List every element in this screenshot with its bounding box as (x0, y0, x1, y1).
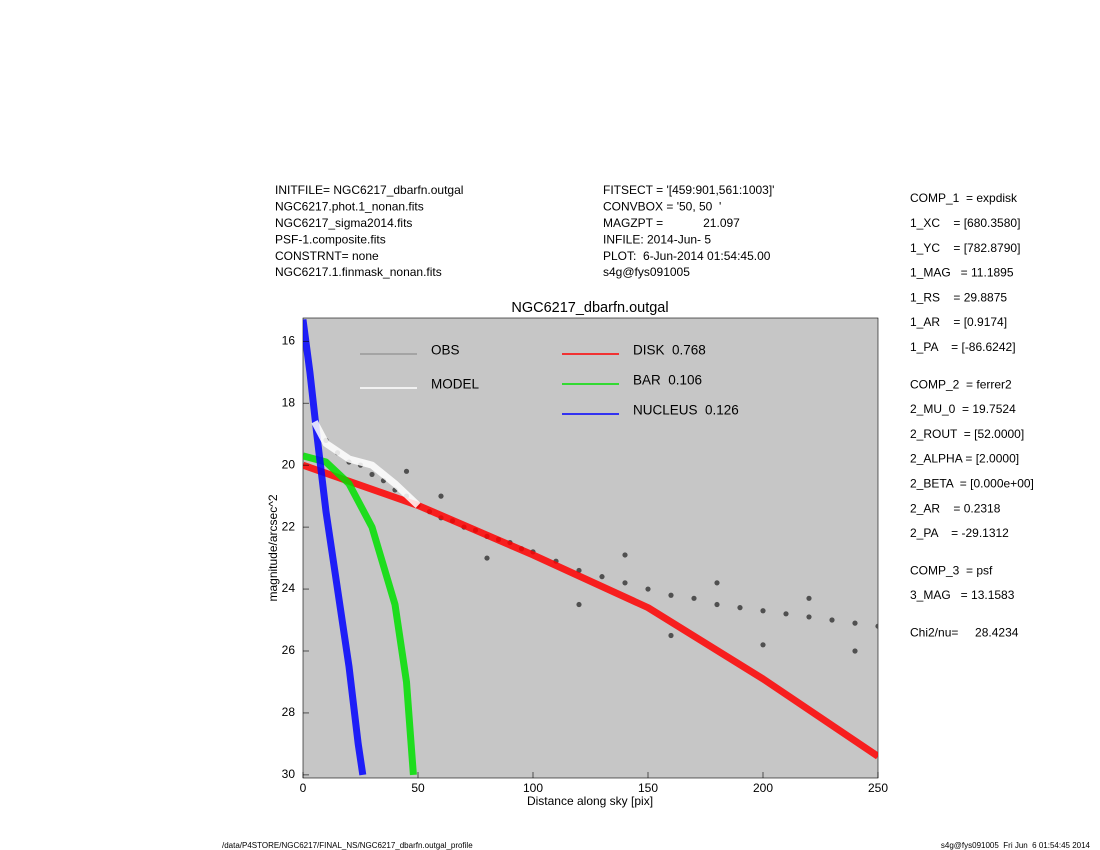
obs-point (783, 611, 789, 617)
parameter-line: 3_MAG = 13.1583 (910, 588, 1015, 602)
legend-label: MODEL (431, 377, 480, 392)
parameter-line: Chi2/nu= 28.4234 (910, 625, 1019, 639)
obs-point (875, 623, 878, 629)
obs-point (599, 574, 605, 580)
legend-label: BAR 0.106 (633, 373, 702, 388)
x-tick-label: 50 (411, 781, 425, 795)
x-tick-label: 250 (868, 781, 888, 795)
plot-marks (303, 319, 878, 776)
header-line: CONVBOX = '50, 50 ' (603, 200, 721, 214)
obs-point (403, 468, 410, 474)
model-band (303, 319, 367, 776)
parameter-line: 1_PA = [-86.6242] (910, 340, 1016, 354)
parameter-line: COMP_3 = psf (910, 563, 993, 577)
header-line: CONSTRNT= none (275, 249, 379, 263)
y-tick-label: 18 (282, 395, 296, 409)
footer-path: /data/P4STORE/NGC6217/FINAL_NS/NGC6217_d… (222, 841, 473, 850)
parameter-line: 2_BETA = [0.000e+00] (910, 476, 1034, 490)
obs-point (714, 601, 720, 608)
parameter-line: 2_AR = 0.2318 (910, 501, 1001, 515)
obs-point (806, 595, 812, 601)
y-tick-label: 24 (282, 581, 296, 595)
y-tick-label: 16 (282, 333, 296, 347)
legend-label: DISK 0.768 (633, 343, 706, 358)
model-band (303, 461, 878, 760)
x-axis-label: Distance along sky [pix] (527, 794, 653, 808)
header-line: PLOT: 6-Jun-2014 01:54:45.00 (603, 249, 771, 263)
header-line: NGC6217.phot.1_nonan.fits (275, 200, 424, 214)
parameter-line: 1_RS = 29.8875 (910, 290, 1007, 304)
y-tick-label: 26 (282, 643, 296, 657)
obs-point (622, 552, 628, 558)
legend-label: NUCLEUS 0.126 (633, 403, 739, 418)
obs-point (369, 471, 375, 478)
x-tick-label: 100 (523, 781, 543, 795)
obs-point (622, 580, 628, 586)
obs-point (760, 608, 766, 614)
model-band (311, 420, 421, 508)
x-tick-label: 200 (753, 781, 773, 795)
header-line: MAGZPT = 21.097 (603, 216, 740, 230)
header-line: INITFILE= NGC6217_dbarfn.outgal (275, 183, 463, 197)
header-line: NGC6217.1.finmask_nonan.fits (275, 265, 442, 279)
header-line: PSF-1.composite.fits (275, 232, 386, 246)
parameter-line: 1_AR = [0.9174] (910, 315, 1007, 329)
plot-area (302, 317, 879, 779)
obs-point (714, 580, 720, 586)
obs-point (691, 595, 697, 601)
obs-point (829, 617, 835, 623)
y-tick-label: 20 (282, 457, 296, 471)
parameter-line: COMP_2 = ferrer2 (910, 377, 1012, 391)
y-tick-label: 30 (282, 767, 296, 781)
parameter-line: 2_PA = -29.1312 (910, 526, 1009, 540)
parameter-line: 1_XC = [680.3580] (910, 216, 1020, 230)
chart-title: NGC6217_dbarfn.outgal (511, 300, 668, 316)
parameter-line: 1_MAG = 11.1895 (910, 266, 1014, 280)
footer-stamp: s4g@fys091005 Fri Jun 6 01:54:45 2014 (941, 841, 1091, 850)
obs-point (852, 620, 858, 626)
obs-point (438, 493, 444, 499)
obs-point (576, 601, 582, 608)
obs-point (806, 614, 812, 620)
y-tick-label: 22 (282, 519, 296, 533)
model-band (303, 452, 417, 776)
parameter-line: 2_MU_0 = 19.7524 (910, 402, 1016, 416)
header-line: INFILE: 2014-Jun- 5 (603, 232, 711, 246)
obs-point (737, 605, 743, 611)
obs-point (668, 592, 674, 598)
y-axis-label: magnitude/arcsec^2 (266, 494, 280, 601)
parameter-line: 1_YC = [782.8790] (910, 241, 1020, 255)
obs-point (852, 648, 858, 654)
x-tick-label: 150 (638, 781, 658, 795)
parameter-line: 2_ALPHA = [2.0000] (910, 452, 1019, 466)
obs-point (484, 555, 490, 561)
header-line: NGC6217_sigma2014.fits (275, 216, 412, 230)
header-line: s4g@fys091005 (603, 265, 690, 279)
header-line: FITSECT = '[459:901,561:1003]' (603, 183, 774, 197)
obs-point (645, 586, 651, 592)
parameter-line: 2_ROUT = [52.0000] (910, 427, 1024, 441)
obs-point (760, 642, 766, 648)
parameter-line: COMP_1 = expdisk (910, 191, 1018, 205)
x-tick-label: 0 (300, 781, 307, 795)
y-tick-label: 28 (282, 705, 296, 719)
legend-label: OBS (431, 343, 460, 358)
obs-point (668, 632, 674, 639)
